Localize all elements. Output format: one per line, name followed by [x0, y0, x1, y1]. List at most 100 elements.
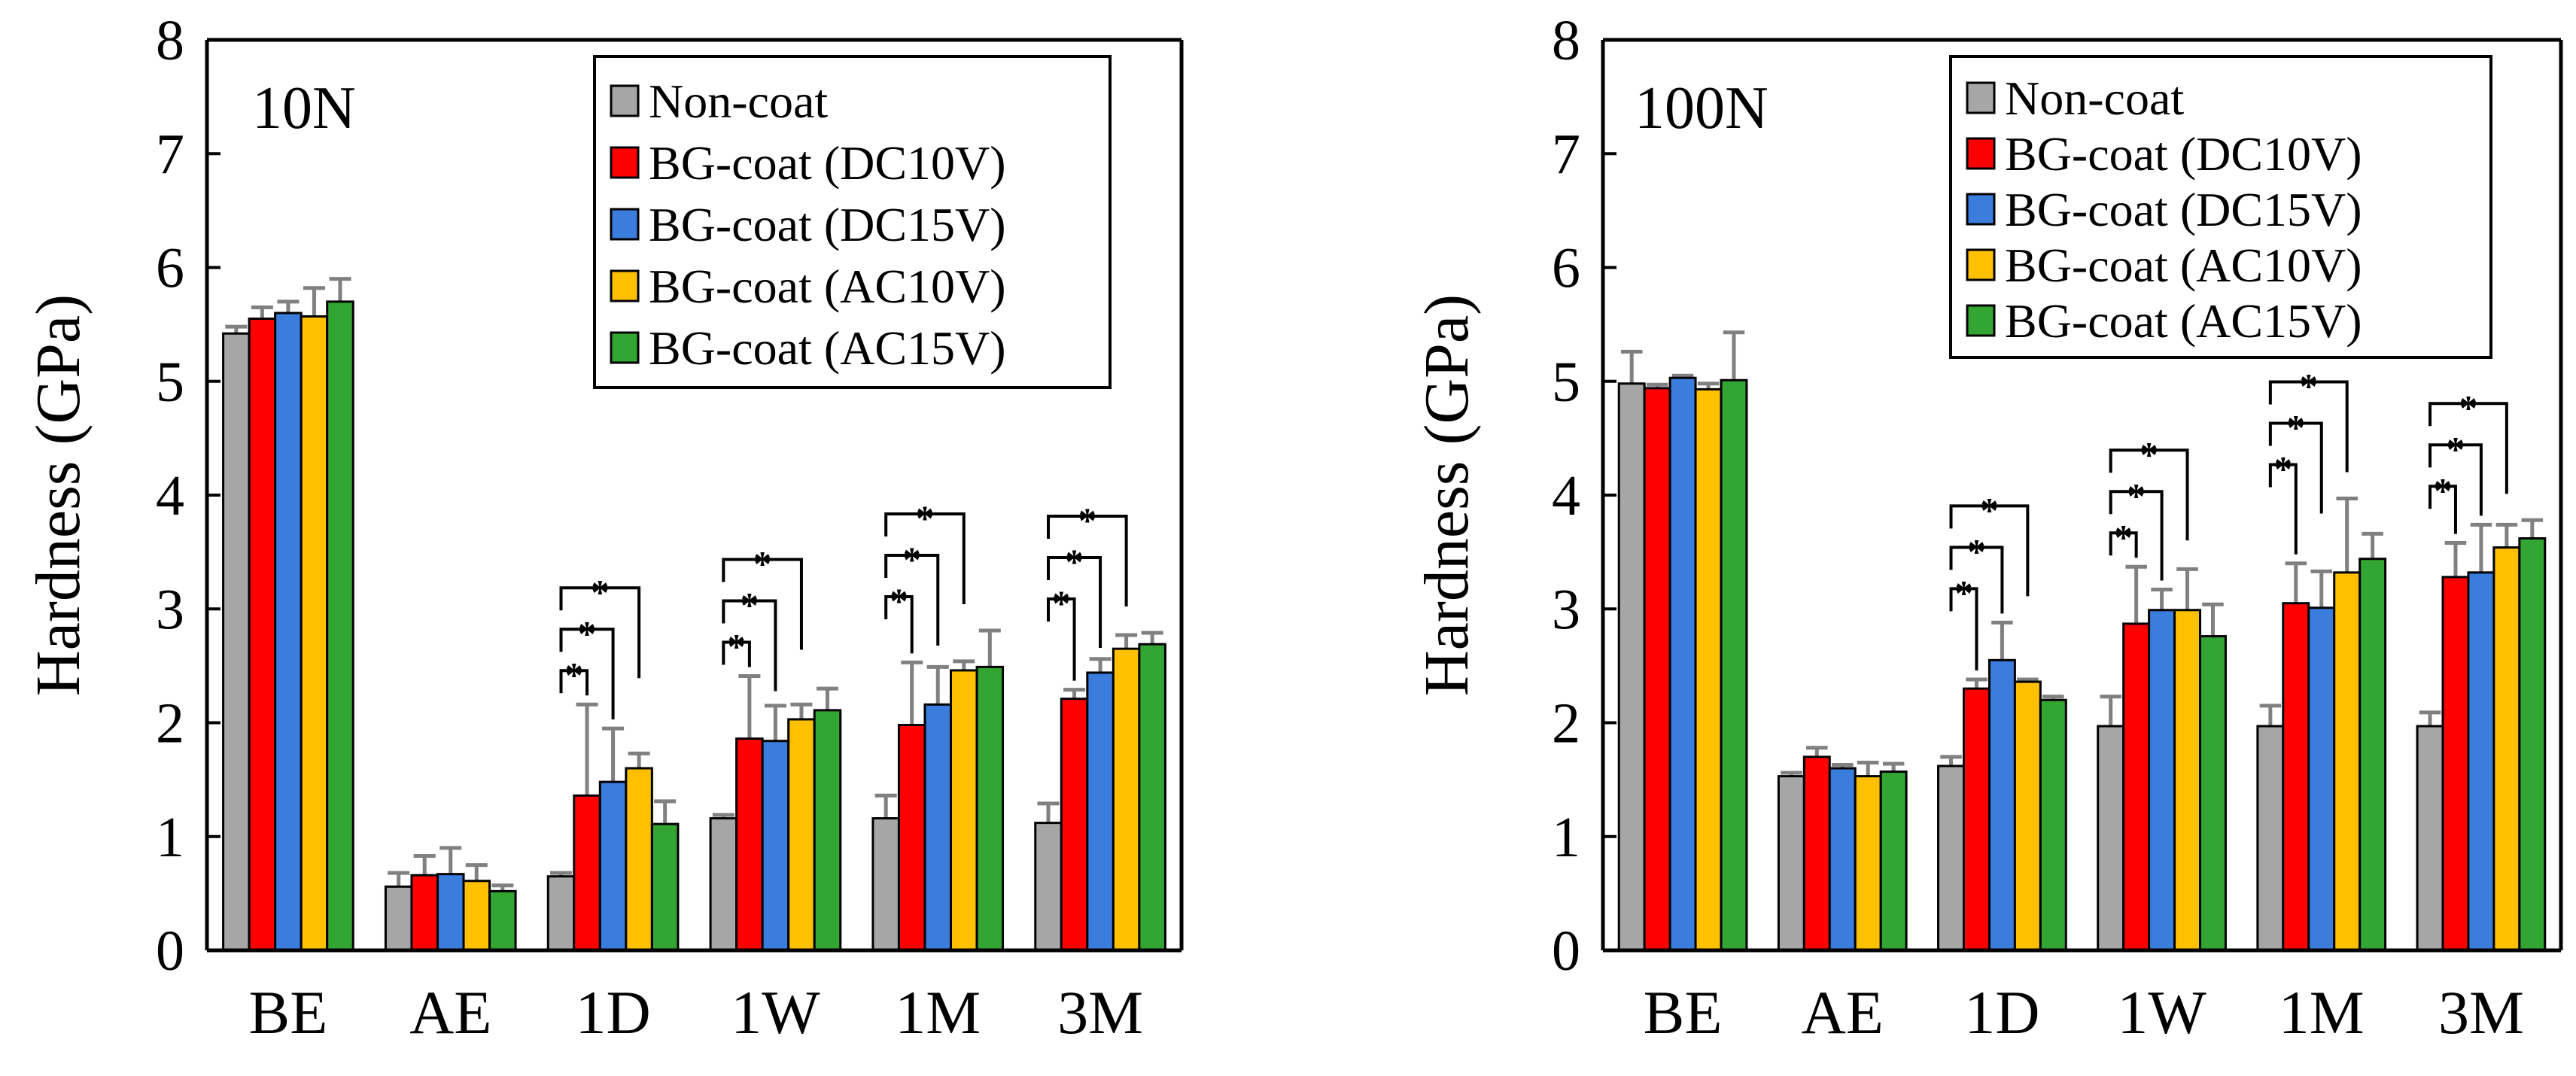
significance-bracket	[1949, 504, 2030, 597]
bar-AE-BG-coat (DC15V)	[436, 873, 465, 952]
y-tick-label: 0	[1552, 919, 1580, 983]
legend-box	[593, 55, 1112, 389]
bar-BE-BG-coat (AC10V)	[300, 315, 329, 952]
significance-star: *	[753, 544, 771, 584]
y-tick-label: 6	[1552, 237, 1580, 300]
legend-swatch	[610, 331, 640, 364]
bar-BE-BG-coat (DC10V)	[1643, 387, 1671, 952]
y-tick-label: 4	[156, 464, 184, 527]
significance-star: *	[2115, 518, 2133, 558]
bar-1D-BG-coat (AC15V)	[2039, 698, 2067, 952]
significance-bracket	[2268, 421, 2323, 514]
legend-label: BG-coat (DC15V)	[649, 198, 1006, 251]
bar-1M-BG-coat (AC15V)	[2359, 558, 2387, 952]
bar-1M-BG-coat (AC10V)	[950, 669, 978, 952]
bar-3M-BG-coat (DC10V)	[2441, 576, 2470, 952]
legend-label: Non-coat	[649, 74, 828, 128]
y-tick-label: 7	[156, 123, 184, 186]
x-tick-label: 1M	[895, 978, 981, 1047]
bar-1W-BG-coat (DC15V)	[761, 740, 790, 952]
significance-bracket	[1047, 556, 1102, 649]
bar-1M-BG-coat (DC10V)	[897, 724, 926, 952]
significance-star: *	[1066, 543, 1084, 582]
significance-bracket	[2109, 448, 2189, 541]
significance-bracket	[559, 586, 641, 679]
significance-bracket	[2428, 485, 2457, 534]
bar-1D-Non-coat	[546, 875, 576, 952]
significance-bracket	[722, 599, 777, 691]
y-tick-label: 8	[1552, 9, 1580, 72]
bar-AE-Non-coat	[1777, 775, 1805, 952]
significance-bracket	[2268, 463, 2298, 555]
legend-swatch	[610, 84, 640, 117]
bar-AE-BG-coat (DC15V)	[1828, 767, 1857, 952]
significance-star: *	[1954, 573, 1972, 613]
significance-bracket	[1949, 546, 2004, 614]
legend-swatch	[1966, 193, 1996, 226]
bar-AE-BG-coat (DC10V)	[1802, 755, 1831, 952]
bar-BE-Non-coat	[1617, 382, 1646, 952]
bar-1D-BG-coat (AC15V)	[650, 822, 680, 952]
significance-bracket	[884, 512, 966, 604]
bar-1W-BG-coat (AC10V)	[787, 718, 816, 952]
legend-swatch	[1966, 81, 1996, 114]
significance-star: *	[591, 573, 609, 612]
bar-1W-Non-coat	[709, 817, 738, 952]
bar-1W-BG-coat (AC10V)	[2173, 609, 2202, 952]
significance-star: *	[1052, 584, 1070, 624]
y-tick-label: 2	[156, 692, 184, 755]
bar-AE-BG-coat (DC10V)	[410, 874, 439, 952]
significance-star: *	[916, 499, 934, 539]
significance-star: *	[728, 627, 746, 667]
legend-swatch	[610, 146, 640, 179]
significance-star: *	[2140, 435, 2158, 475]
legend-swatch	[1966, 304, 1996, 337]
y-tick-label: 1	[1552, 806, 1580, 869]
y-tick-label: 3	[156, 578, 184, 641]
significance-star: *	[2127, 476, 2146, 516]
bar-3M-Non-coat	[1034, 822, 1063, 952]
y-tick-label: 8	[156, 9, 184, 72]
legend-label: BG-coat (AC10V)	[649, 260, 1006, 313]
bar-1M-BG-coat (DC10V)	[2282, 602, 2310, 952]
x-tick-label: BE	[249, 978, 328, 1047]
x-tick-label: 1W	[731, 978, 820, 1047]
bar-BE-BG-coat (AC15V)	[326, 300, 354, 952]
y-tick-label: 2	[1552, 692, 1580, 755]
significance-star: *	[2287, 409, 2305, 448]
x-tick-label: AE	[409, 978, 491, 1047]
legend-label: Non-coat	[2005, 71, 2184, 125]
bar-1D-BG-coat (AC10V)	[2013, 680, 2042, 952]
legend-box	[1949, 55, 2492, 359]
bar-1M-BG-coat (DC15V)	[923, 703, 953, 952]
significance-bracket	[2428, 443, 2483, 516]
significance-bracket	[2268, 380, 2349, 473]
legend-swatch	[610, 269, 640, 302]
significance-star: *	[1967, 532, 1985, 572]
y-tick-label: 7	[1552, 123, 1580, 186]
legend-label: BG-coat (AC15V)	[2005, 294, 2362, 348]
x-tick-label: 3M	[1057, 978, 1143, 1047]
significance-star: *	[741, 585, 759, 625]
bar-3M-BG-coat (AC15V)	[1138, 643, 1166, 952]
significance-star: *	[578, 614, 596, 654]
significance-star: *	[565, 655, 583, 695]
bar-1D-BG-coat (DC15V)	[598, 780, 628, 952]
bar-3M-BG-coat (AC10V)	[1112, 647, 1141, 952]
bar-1M-Non-coat	[871, 817, 900, 952]
bar-1D-BG-coat (DC10V)	[573, 794, 601, 952]
significance-bracket	[1047, 515, 1128, 607]
bar-BE-BG-coat (AC10V)	[1694, 388, 1723, 952]
significance-star: *	[2447, 430, 2465, 470]
significance-bracket	[884, 553, 940, 646]
significance-bracket	[2109, 490, 2164, 581]
bar-1M-BG-coat (DC15V)	[2307, 606, 2336, 952]
bar-3M-BG-coat (DC10V)	[1060, 698, 1089, 952]
legend-label: BG-coat (DC15V)	[2005, 183, 2362, 236]
bar-1W-BG-coat (AC15V)	[813, 709, 842, 952]
bar-3M-BG-coat (AC10V)	[2492, 546, 2521, 952]
legend-label: BG-coat (DC10V)	[649, 136, 1006, 190]
